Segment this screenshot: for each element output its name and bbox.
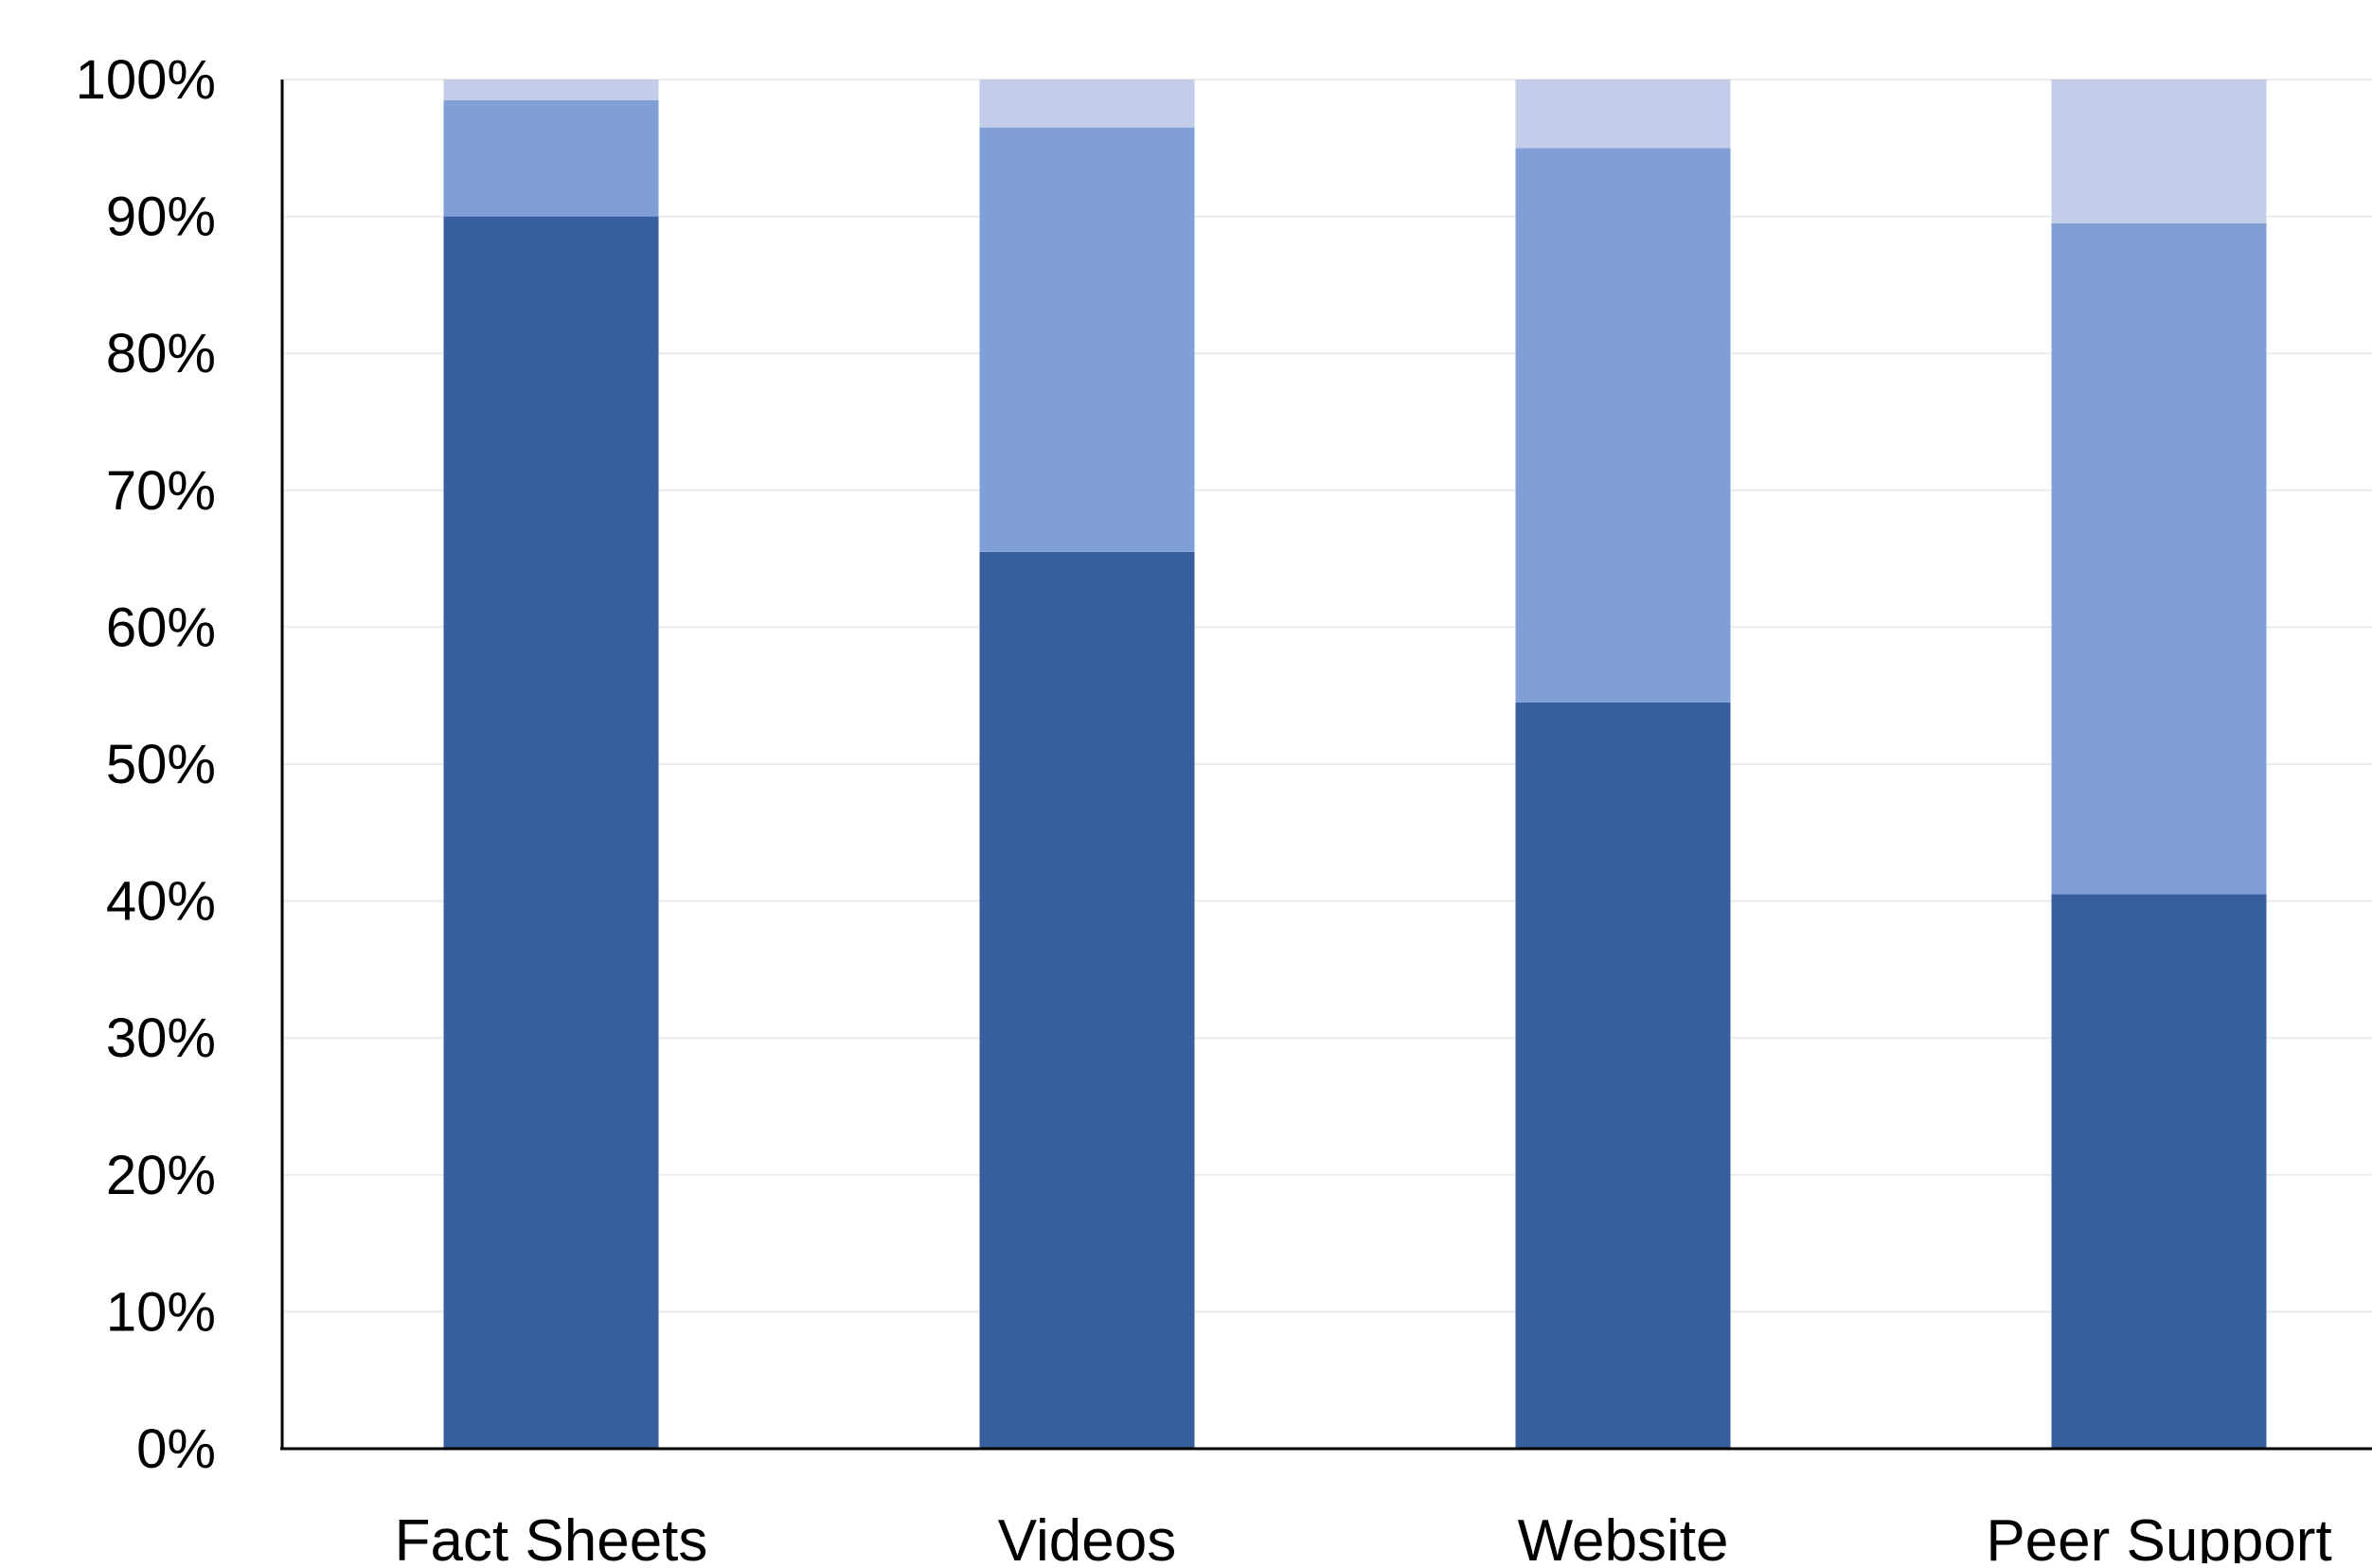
bar-segment xyxy=(1515,702,1731,1449)
y-tick-label: 90% xyxy=(106,187,216,248)
bar-segment xyxy=(1515,80,1731,149)
x-tick-labels: Fact Sheets Videos Website Peer Support xyxy=(395,1508,2332,1568)
bar-segment xyxy=(979,80,1195,128)
y-tick-label: 20% xyxy=(106,1145,216,1206)
bar-segment xyxy=(979,551,1195,1449)
y-tick-labels: 0% 10% 20% 30% 40% 50% 60% 70% 80% 90% 100% xyxy=(76,49,216,1480)
bar-segment xyxy=(443,216,659,1450)
bar-segment xyxy=(1515,148,1731,703)
y-tick-label: 50% xyxy=(106,734,216,795)
y-tick-label: 10% xyxy=(106,1281,216,1343)
y-tick-label: 60% xyxy=(106,597,216,658)
y-tick-label: 30% xyxy=(106,1007,216,1069)
x-tick-label: Fact Sheets xyxy=(395,1508,708,1563)
y-tick-label: 80% xyxy=(106,323,216,384)
x-tick-label: Peer Support xyxy=(1986,1508,2331,1563)
y-tick-label: 0% xyxy=(136,1418,216,1480)
bar-segment xyxy=(443,80,659,100)
bar-segment xyxy=(2051,894,2267,1449)
bar-segment xyxy=(2051,80,2267,223)
y-tick-label: 40% xyxy=(106,871,216,933)
y-tick-label: 100% xyxy=(76,49,216,111)
bar-segment xyxy=(2051,223,2267,895)
x-tick-label: Videos xyxy=(998,1508,1176,1563)
x-tick-label: Website xyxy=(1518,1508,1729,1563)
bar-segment xyxy=(979,127,1195,552)
y-tick-label: 70% xyxy=(106,460,216,522)
bar-segment xyxy=(443,99,659,217)
axes xyxy=(280,80,2372,1451)
bars xyxy=(443,80,2267,1450)
